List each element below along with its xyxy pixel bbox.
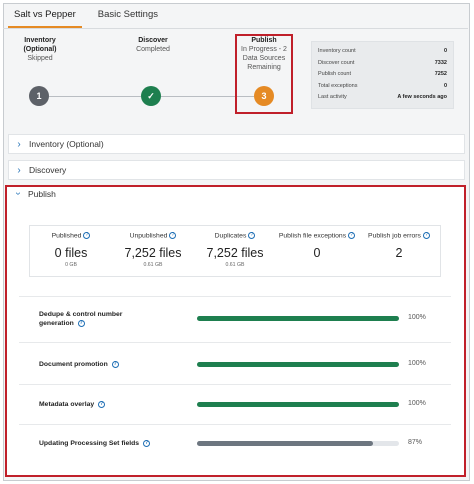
- summary-value: 7332: [434, 59, 447, 66]
- publish-step-highlight: [235, 34, 293, 114]
- stat-value: 0 files: [54, 246, 88, 261]
- summary-value: A few seconds ago: [397, 94, 447, 100]
- progress-label-text: Updating Processing Set fields: [39, 440, 140, 447]
- progress-fill: [197, 402, 399, 407]
- stat-label: Unpublished: [129, 232, 168, 240]
- info-icon[interactable]: ?: [111, 360, 119, 368]
- progress-label-text: Dedupe & control number generation: [39, 311, 123, 327]
- step-inventory: Inventory (Optional) Skipped: [0, 36, 80, 63]
- step-3-badge: 3: [254, 86, 274, 106]
- stat-label: Publish job errors: [368, 232, 421, 240]
- stat-published: Published? 0 files 0 GB: [30, 226, 112, 276]
- step-1-badge: 1: [29, 86, 49, 106]
- step-2-check-icon: ✓: [141, 86, 161, 106]
- progress-track: [197, 441, 399, 446]
- info-icon[interactable]: ?: [98, 400, 106, 408]
- tab-salt-vs-pepper[interactable]: Salt vs Pepper: [8, 6, 82, 28]
- progress-track: [197, 316, 399, 321]
- summary-label: Inventory count: [318, 48, 356, 54]
- stat-value: 0: [313, 246, 321, 261]
- summary-value: 0: [443, 48, 447, 54]
- stat-label: Published: [51, 232, 82, 240]
- progress-track: [197, 362, 399, 367]
- summary-row: Publish count 7252: [318, 69, 447, 81]
- step-title: Publish: [251, 37, 277, 44]
- stat-label: Publish file exceptions: [278, 232, 347, 240]
- summary-panel: Inventory count 0 Discover count 7332 Publ…: [311, 41, 454, 109]
- step-publish: Publish In Progress - 2 Data Sources Rem…: [224, 36, 304, 72]
- progress-percent: 87%: [408, 439, 423, 446]
- summary-label: Last activity: [318, 94, 347, 100]
- progress-label-text: Document promotion: [39, 361, 108, 368]
- progress-label: Metadata overlay ?: [39, 400, 149, 409]
- stat-publish-file-exceptions: Publish file exceptions? 0: [276, 226, 358, 276]
- info-icon[interactable]: ?: [83, 232, 91, 239]
- stat-unpublished: Unpublished? 7,252 files 0.61 GB: [112, 226, 194, 276]
- step-status: In Progress - 2 Data Sources Remaining: [241, 46, 287, 71]
- stat-value: 2: [395, 246, 403, 261]
- step-status: Skipped: [27, 55, 53, 62]
- accordion-label: Publish: [28, 188, 56, 199]
- summary-row: Inventory count 0: [318, 46, 447, 58]
- chevron-right-icon: ›: [17, 138, 21, 150]
- progress-label: Dedupe & control number generation ?: [39, 310, 149, 328]
- accordion-label: Inventory (Optional): [29, 139, 104, 149]
- summary-label: Total exceptions: [318, 82, 358, 89]
- step-status: Completed: [136, 46, 170, 53]
- stat-duplicates: Duplicates? 7,252 files 0.61 GB: [194, 226, 276, 276]
- accordion-label: Discovery: [29, 165, 67, 175]
- summary-row: Last activity A few seconds ago: [318, 92, 447, 104]
- progress-row: Metadata overlay ? 100%: [19, 384, 451, 424]
- progress-fill: [197, 316, 399, 321]
- info-icon[interactable]: ?: [142, 439, 150, 447]
- progress-stepper: Inventory (Optional) Skipped Discover Co…: [8, 32, 465, 128]
- stat-size: 0 GB: [65, 262, 77, 269]
- accordion-inventory[interactable]: › Inventory (Optional): [8, 134, 465, 154]
- step-discover: Discover Completed: [113, 36, 193, 54]
- accordion-discovery[interactable]: › Discovery: [8, 160, 465, 180]
- publish-stats-card: Published? 0 files 0 GB Unpublished? 7,2…: [29, 225, 441, 277]
- stat-size: 0.61 GB: [143, 262, 163, 269]
- stat-publish-job-errors: Publish job errors? 2: [358, 226, 440, 276]
- stat-value: 7,252 files: [206, 246, 264, 261]
- progress-percent: 100%: [408, 400, 426, 407]
- info-icon[interactable]: ?: [422, 232, 430, 239]
- info-icon[interactable]: ?: [248, 232, 256, 239]
- chevron-down-icon: ›: [12, 191, 24, 196]
- stat-value: 7,252 files: [124, 246, 182, 261]
- tab-basic-settings[interactable]: Basic Settings: [97, 9, 158, 20]
- tab-divider: [3, 28, 468, 29]
- info-icon[interactable]: ?: [77, 319, 85, 327]
- progress-percent: 100%: [408, 360, 426, 367]
- stat-label: Duplicates: [214, 232, 247, 240]
- accordion-publish[interactable]: › Publish: [8, 188, 56, 199]
- step-connector: [49, 96, 141, 97]
- info-icon[interactable]: ?: [169, 232, 177, 239]
- progress-label: Updating Processing Set fields ?: [39, 439, 189, 448]
- progress-row: Updating Processing Set fields ? 87%: [19, 424, 451, 464]
- summary-value: 7252: [434, 71, 447, 77]
- stat-size: 0.61 GB: [225, 262, 245, 269]
- chevron-right-icon: ›: [17, 164, 21, 176]
- tab-bar: Salt vs Pepper Basic Settings: [8, 6, 174, 28]
- progress-fill: [197, 441, 373, 446]
- step-title: Discover: [138, 37, 168, 44]
- progress-row: Dedupe & control number generation ? 100…: [19, 296, 451, 342]
- progress-label: Document promotion ?: [39, 360, 149, 369]
- summary-row: Total exceptions 0: [318, 81, 447, 93]
- step-title: Inventory (Optional): [23, 37, 57, 53]
- progress-row: Document promotion ? 100%: [19, 342, 451, 384]
- step-connector: [161, 96, 254, 97]
- progress-track: [197, 402, 399, 407]
- progress-fill: [197, 362, 399, 367]
- summary-row: Discover count 7332: [318, 58, 447, 70]
- progress-label-text: Metadata overlay: [39, 401, 95, 408]
- summary-label: Discover count: [318, 59, 355, 66]
- summary-value: 0: [443, 82, 447, 89]
- summary-label: Publish count: [318, 71, 352, 77]
- progress-percent: 100%: [408, 314, 426, 321]
- info-icon[interactable]: ?: [348, 232, 356, 239]
